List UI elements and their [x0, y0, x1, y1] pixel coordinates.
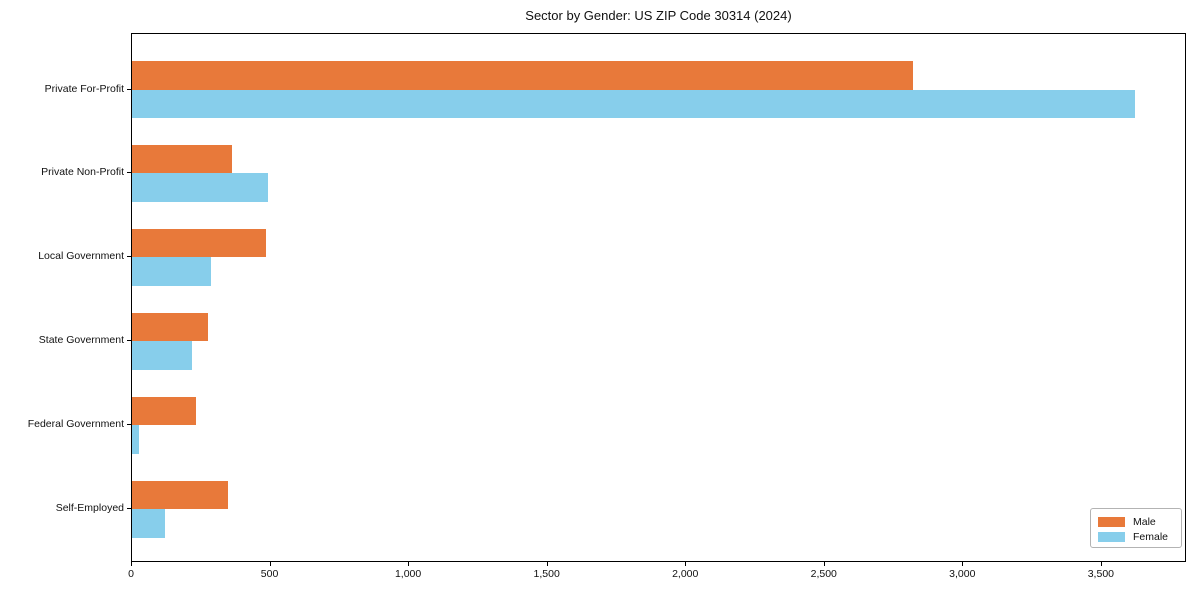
bar-male-2 — [132, 144, 232, 174]
x-tick-label: 3,500 — [1087, 568, 1114, 580]
y-tick-label: Private For-Profit — [44, 82, 124, 95]
x-tick-mark — [823, 562, 825, 566]
bar-male-4 — [132, 312, 209, 342]
x-tick-mark — [408, 562, 410, 566]
plot-area — [131, 33, 1186, 562]
bar-female-6 — [132, 509, 166, 538]
y-tick-mark — [127, 88, 131, 90]
legend-item-male: Male — [1098, 514, 1181, 529]
bar-female-5 — [132, 425, 139, 454]
x-tick-mark — [546, 562, 548, 566]
x-tick-label: 2,500 — [810, 568, 837, 580]
chart-title: Sector by Gender: US ZIP Code 30314 (202… — [525, 8, 792, 23]
x-tick-mark — [269, 562, 271, 566]
bar-male-1 — [132, 61, 914, 90]
x-tick-label: 1,000 — [394, 568, 422, 580]
legend: Male Female — [1090, 508, 1182, 548]
y-tick-mark — [127, 424, 131, 426]
bar-female-1 — [132, 89, 1136, 118]
y-tick-mark — [127, 256, 131, 258]
legend-label-female: Female — [1133, 530, 1169, 543]
x-tick-mark — [1100, 562, 1102, 566]
x-tick-mark — [685, 562, 687, 566]
x-tick-mark — [962, 562, 964, 566]
y-tick-label: Self-Employed — [55, 502, 124, 514]
bar-male-3 — [132, 228, 267, 258]
bar-male-6 — [132, 480, 228, 509]
bar-female-3 — [132, 257, 211, 286]
x-tick-label: 1,500 — [533, 568, 560, 580]
x-tick-label: 0 — [128, 568, 134, 580]
legend-label-male: Male — [1133, 515, 1156, 528]
y-tick-mark — [127, 340, 131, 342]
x-tick-mark — [131, 562, 132, 566]
male-swatch — [1098, 516, 1125, 527]
y-tick-mark — [127, 172, 131, 174]
legend-item-female: Female — [1098, 529, 1181, 544]
y-tick-label: Local Government — [38, 250, 124, 263]
female-swatch — [1098, 531, 1125, 542]
y-tick-mark — [127, 508, 131, 509]
x-tick-label: 500 — [260, 568, 279, 580]
y-tick-label: State Government — [38, 334, 124, 347]
y-tick-label: Federal Government — [27, 418, 124, 431]
bar-male-5 — [132, 396, 196, 426]
x-tick-label: 2,000 — [672, 568, 699, 580]
x-tick-label: 3,000 — [949, 568, 976, 580]
bar-female-2 — [132, 173, 268, 202]
bar-female-4 — [132, 341, 192, 370]
y-tick-label: Private Non-Profit — [41, 166, 124, 179]
